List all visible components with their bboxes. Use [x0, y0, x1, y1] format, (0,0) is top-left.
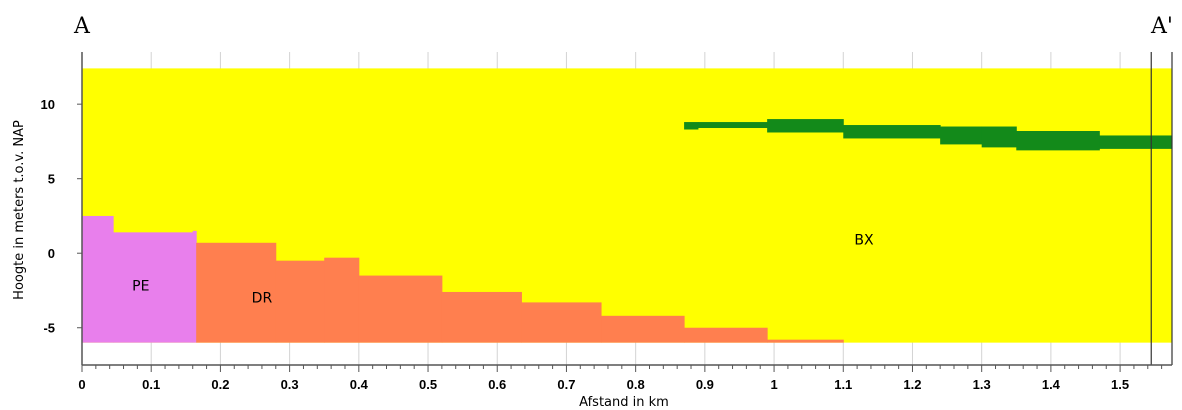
layer-segment	[521, 302, 602, 343]
x-axis-title: Afstand in km	[579, 395, 669, 410]
layer-segment	[940, 126, 983, 145]
layer-segment	[358, 275, 443, 343]
x-tick-labels: 0 0.1 0.2 0.3 0.4 0.5 0.6 0.7 0.8 0.9 1 1.1 1.2 1.3 1.…	[78, 377, 1129, 392]
x-tick-label: 0.7	[557, 377, 575, 392]
y-axis-title: Hoogte in meters t.o.v. NAP	[12, 120, 27, 300]
layer-segment	[1099, 135, 1173, 149]
layer-segment	[697, 122, 768, 129]
y-tick-label: 10	[41, 97, 55, 112]
x-tick-label: 0.8	[627, 377, 645, 392]
start-point-label: A	[73, 14, 91, 39]
layer-segment	[1016, 130, 1100, 151]
unit-label-pe: PE	[132, 278, 149, 294]
x-tick-label: 0.3	[281, 377, 299, 392]
layer-segment	[196, 242, 277, 343]
layer-segment	[192, 230, 197, 343]
x-tick-label: 0.1	[142, 377, 160, 392]
x-tick-label: 1.5	[1111, 377, 1129, 392]
x-tick-label: 0.6	[488, 377, 506, 392]
layer-segment	[684, 327, 768, 343]
x-tick-label: 1.1	[834, 377, 852, 392]
layer-segment	[981, 126, 1017, 148]
x-tick-label: 0.9	[696, 377, 714, 392]
end-point-label: A'	[1150, 14, 1173, 39]
x-tick-label: 0	[78, 377, 85, 392]
layer-segment	[441, 291, 522, 343]
layer-segment	[843, 125, 941, 139]
layer-segment	[82, 215, 114, 343]
axes	[77, 52, 1172, 372]
layer-segment	[324, 257, 360, 343]
layer-dr	[196, 242, 844, 343]
x-tick-label: 1.3	[973, 377, 991, 392]
unit-label-dr: DR	[252, 290, 273, 306]
layer-segment	[275, 260, 325, 343]
x-tick-label: 0.2	[211, 377, 229, 392]
y-tick-label: -5	[43, 321, 55, 336]
x-tick-label: 0.5	[419, 377, 437, 392]
layer-areas	[82, 68, 1173, 343]
layer-segment	[601, 315, 685, 343]
x-tick-label: 1.2	[903, 377, 921, 392]
x-tick-label: 1.4	[1042, 377, 1061, 392]
x-tick-label: 0.4	[350, 377, 369, 392]
x-tick-label: 1	[770, 377, 777, 392]
layer-green	[684, 119, 1173, 151]
unit-labels: BX PE DR	[132, 232, 874, 306]
layer-segment	[767, 119, 844, 133]
layer-segment	[113, 232, 194, 343]
y-tick-label: 5	[48, 172, 55, 187]
layer-pe	[82, 215, 197, 343]
y-tick-label: 0	[48, 246, 55, 261]
layer-segment	[767, 339, 844, 343]
unit-label-bx: BX	[854, 232, 874, 248]
layer-segment	[684, 122, 699, 130]
marker-lines	[1150, 52, 1173, 365]
y-tick-labels: 10 5 0 -5	[41, 97, 55, 336]
